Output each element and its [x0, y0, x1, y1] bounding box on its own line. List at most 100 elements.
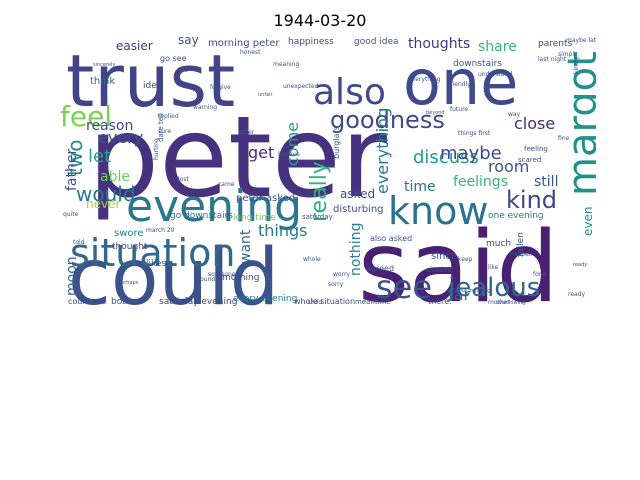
cloud-word: sorry	[328, 281, 344, 288]
cloud-word: also	[313, 72, 386, 113]
cloud-word: far	[448, 285, 470, 304]
cloud-word: dare tell	[157, 113, 165, 142]
cloud-word: asked	[340, 187, 375, 201]
cloud-word: disturbing	[333, 204, 384, 215]
cloud-word: shadow	[426, 266, 453, 274]
cloud-word: keep	[458, 256, 473, 263]
cloud-word: see	[376, 268, 432, 306]
cloud-word: came	[218, 181, 235, 188]
cloud-word: honest	[240, 49, 261, 56]
cloud-word: could see	[68, 297, 106, 306]
cloud-word: quite	[63, 211, 79, 218]
cloud-word: every	[98, 128, 143, 147]
cloud-word: happiness	[288, 37, 334, 47]
cloud-word: everything	[373, 108, 392, 194]
cloud-word: unfair	[258, 92, 274, 98]
cloud-word: kind	[506, 186, 557, 214]
cloud-word: long time	[233, 213, 276, 223]
cloud-word: much	[486, 239, 511, 249]
cloud-word: morning peter	[208, 38, 280, 49]
cloud-word: someone	[208, 271, 236, 278]
cloud-word: warning	[193, 104, 217, 111]
word-cloud: peter said could trust one evening situation ma…	[58, 36, 596, 306]
cloud-word: want	[238, 229, 254, 264]
cloud-word: fine	[558, 135, 570, 142]
cloud-word: since	[431, 251, 457, 262]
cloud-word: goodness	[330, 106, 445, 134]
cloud-word: plans	[483, 80, 490, 96]
cloud-word: swore	[114, 228, 144, 239]
cloud-word: happen	[510, 251, 533, 258]
cloud-word: time	[404, 179, 436, 195]
cloud-word: easier	[116, 39, 153, 53]
cloud-word: downstairs	[453, 59, 502, 69]
cloud-word: fond	[533, 271, 547, 278]
cloud-word: situation	[70, 231, 235, 275]
cloud-word: feeling	[524, 145, 548, 153]
cloud-word: march 20	[146, 227, 175, 234]
cloud-word: saturday	[302, 213, 333, 221]
cloud-word: evening	[126, 181, 302, 232]
cloud-word: replied	[158, 113, 179, 120]
cloud-word: like	[488, 264, 499, 271]
cloud-word: nothing	[348, 223, 364, 276]
cloud-word: moon	[64, 256, 80, 296]
cloud-word: saturday evening	[159, 297, 237, 306]
cloud-word: hurting	[153, 138, 160, 160]
cloud-word: get	[248, 143, 274, 162]
cloud-word: share	[478, 39, 517, 55]
cloud-word: morning	[222, 273, 259, 283]
cloud-word: one evening	[488, 211, 544, 221]
cloud-word: bother	[111, 297, 141, 306]
cloud-word: ready	[573, 262, 587, 268]
cloud-word: friendly	[448, 81, 471, 88]
cloud-word: found	[198, 276, 215, 283]
cloud-word: beyond	[426, 110, 445, 116]
cloud-word: go see	[160, 54, 187, 63]
cloud-word: one	[403, 46, 518, 119]
cloud-word: peter	[88, 93, 388, 223]
cloud-word: know	[388, 189, 488, 233]
cloud-word: forgive	[210, 84, 231, 91]
cloud-word: reason	[86, 118, 133, 134]
cloud-word: forgotten	[178, 67, 201, 73]
cloud-word: go downstairs	[170, 211, 233, 221]
cloud-word: discuss	[413, 147, 479, 168]
cloud-word: there.	[428, 297, 452, 306]
cloud-word: unexpected	[283, 83, 319, 90]
cloud-word: every evening	[233, 294, 297, 304]
cloud-word: never	[86, 197, 120, 211]
cloud-word: two	[63, 140, 87, 176]
cloud-word: future	[450, 106, 468, 113]
cloud-word: agreed	[366, 264, 394, 273]
cloud-word: able	[100, 169, 130, 185]
cloud-word: could	[68, 233, 279, 306]
cloud-word: really	[307, 161, 332, 222]
cloud-word: think	[90, 76, 115, 87]
cloud-word: fallen	[516, 232, 526, 257]
cloud-word: letter	[238, 129, 255, 136]
cloud-word: child	[308, 299, 322, 306]
cloud-word: idea	[143, 81, 162, 91]
cloud-word: thought	[112, 242, 148, 252]
cloud-word: maybe	[440, 143, 502, 164]
cloud-word: parents	[538, 39, 573, 49]
figure-title: 1944-03-20	[273, 11, 367, 30]
cloud-word: feelings	[453, 174, 508, 190]
cloud-word: still	[534, 174, 558, 190]
cloud-word: good idea	[354, 37, 399, 47]
cloud-word: sure	[158, 128, 171, 135]
cloud-word: room	[488, 157, 529, 176]
cloud-word: say	[178, 36, 199, 47]
cloud-word: whole	[303, 256, 321, 263]
cloud-word: simply	[558, 51, 578, 58]
cloud-word: without meaning	[448, 288, 490, 294]
cloud-word: things	[258, 221, 308, 240]
cloud-word: let	[88, 146, 111, 167]
cloud-word: likes	[146, 259, 166, 269]
cloud-word: everything	[408, 76, 441, 83]
cloud-word: said	[358, 211, 559, 306]
cloud-word: sincerely	[93, 62, 115, 68]
cloud-word: thoughts	[408, 36, 470, 52]
